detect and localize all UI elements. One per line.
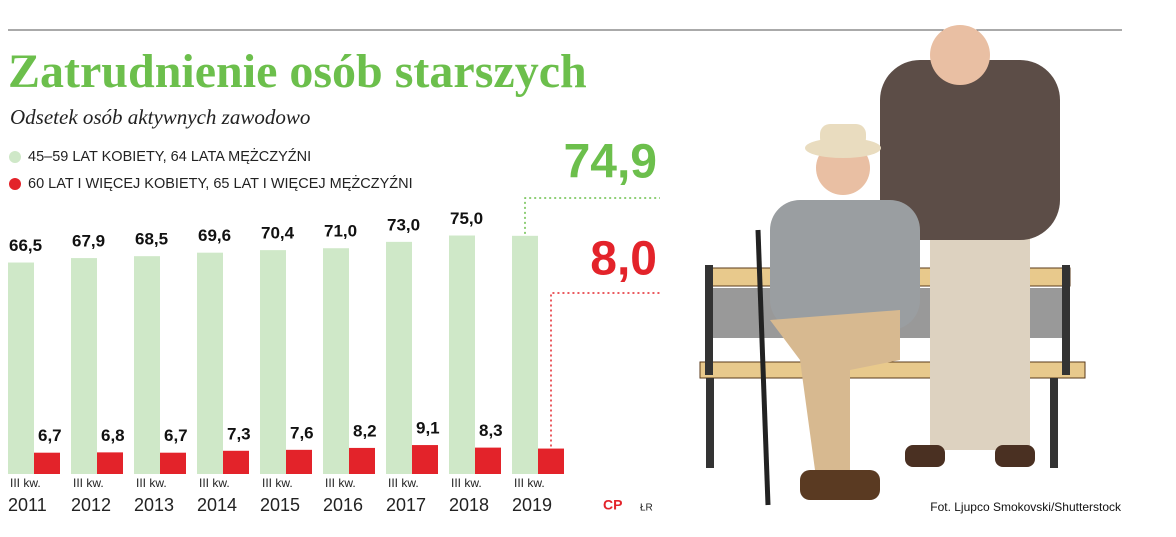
bar (160, 452, 186, 474)
x-period-label: III kw. (325, 476, 356, 490)
bar (512, 235, 538, 474)
x-tick-label: 2016 (323, 495, 363, 515)
bar (8, 262, 34, 474)
x-tick-label: 2015 (260, 495, 300, 515)
bar (349, 447, 375, 474)
chart-subtitle: Odsetek osób aktywnych zawodowo (10, 105, 310, 129)
logo: CP (603, 497, 622, 513)
value-label: 68,5 (135, 230, 168, 249)
value-label: 75,0 (450, 209, 483, 228)
value-label: 7,6 (290, 423, 314, 442)
value-label: 6,8 (101, 426, 125, 445)
value-label: 71,0 (324, 222, 357, 241)
x-tick-label: 2019 (512, 495, 552, 515)
highlight-value: 74,9 (564, 136, 657, 189)
photo (699, 25, 1086, 506)
value-label: 6,7 (38, 426, 62, 445)
legend-label: 45–59 LAT KOBIETY, 64 LATA MĘŻCZYŹNI (28, 147, 311, 165)
value-label: 69,6 (198, 226, 231, 245)
value-label: 8,2 (353, 421, 377, 440)
bar (412, 445, 438, 474)
x-tick-label: 2014 (197, 495, 237, 515)
connector (524, 197, 660, 234)
legend-marker (9, 178, 21, 190)
x-period-label: III kw. (514, 476, 545, 490)
legend-label: 60 LAT I WIĘCEJ KOBIETY, 65 LAT I WIĘCEJ… (28, 174, 413, 192)
bar (449, 235, 475, 474)
value-label: 67,9 (72, 232, 105, 251)
value-label: 7,3 (227, 424, 251, 443)
connector (550, 292, 660, 447)
value-label: 66,5 (9, 236, 42, 255)
value-label: 73,0 (387, 215, 420, 234)
bar (323, 248, 349, 474)
highlight-value: 8,0 (590, 233, 657, 286)
x-period-label: III kw. (73, 476, 104, 490)
bar (286, 449, 312, 474)
x-tick-label: 2018 (449, 495, 489, 515)
bar (538, 448, 564, 474)
x-period-label: III kw. (388, 476, 419, 490)
bar (71, 258, 97, 474)
value-label: 6,7 (164, 426, 188, 445)
x-period-label: III kw. (262, 476, 293, 490)
value-label: 70,4 (261, 224, 295, 243)
bar (97, 452, 123, 474)
bar (134, 256, 160, 474)
photo-credit: Fot. Ljupco Smokovski/Shutterstock (930, 500, 1122, 514)
x-tick-label: 2013 (134, 495, 174, 515)
bar (34, 452, 60, 474)
chart-title: Zatrudnienie osób starszych (8, 45, 587, 98)
x-tick-label: 2011 (8, 495, 47, 515)
x-tick-label: 2017 (386, 495, 426, 515)
value-label: 8,3 (479, 421, 503, 440)
bar (475, 447, 501, 474)
x-period-label: III kw. (136, 476, 167, 490)
legend-marker (9, 151, 21, 163)
bar (223, 450, 249, 474)
bar (197, 252, 223, 474)
bar (386, 241, 412, 474)
x-period-label: III kw. (199, 476, 230, 490)
x-period-label: III kw. (451, 476, 482, 490)
value-label: 9,1 (416, 419, 440, 438)
x-tick-label: 2012 (71, 495, 111, 515)
bar (260, 250, 286, 474)
x-period-label: III kw. (10, 476, 41, 490)
author: ŁR (640, 503, 653, 514)
